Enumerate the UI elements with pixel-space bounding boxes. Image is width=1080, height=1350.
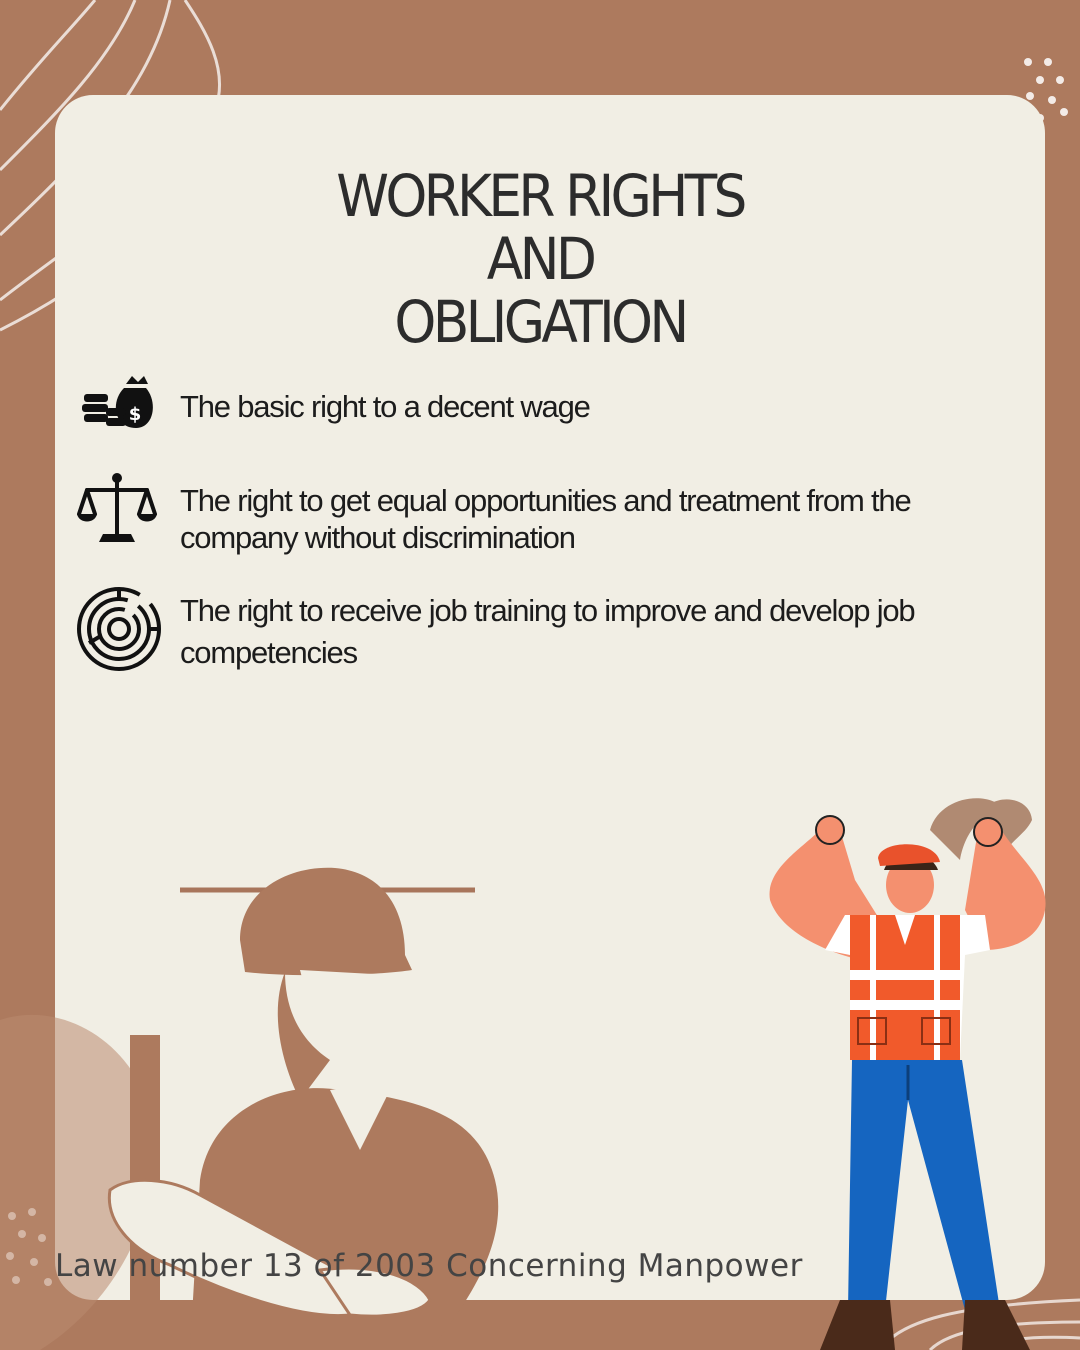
money-bag-icon: $ bbox=[82, 376, 153, 428]
maze-icon bbox=[77, 587, 161, 671]
svg-text:$: $ bbox=[129, 404, 142, 425]
justice-scale-icon bbox=[77, 473, 157, 542]
right-item-job-training: The right to receive job training to imp… bbox=[180, 593, 916, 670]
title-line-2: AND bbox=[486, 225, 597, 293]
footer-law-reference: Law number 13 of 2003 Concerning Manpowe… bbox=[55, 1248, 803, 1284]
title-line-1: WORKER RIGHTS bbox=[336, 162, 747, 230]
right-item-wage: The basic right to a decent wage bbox=[180, 389, 591, 424]
right-item-equal-opportunity: The right to get equal opportunities and… bbox=[180, 483, 912, 555]
page-title: WORKER RIGHTS AND OBLIGATION bbox=[255, 165, 825, 354]
title-line-3: OBLIGATION bbox=[394, 288, 689, 356]
